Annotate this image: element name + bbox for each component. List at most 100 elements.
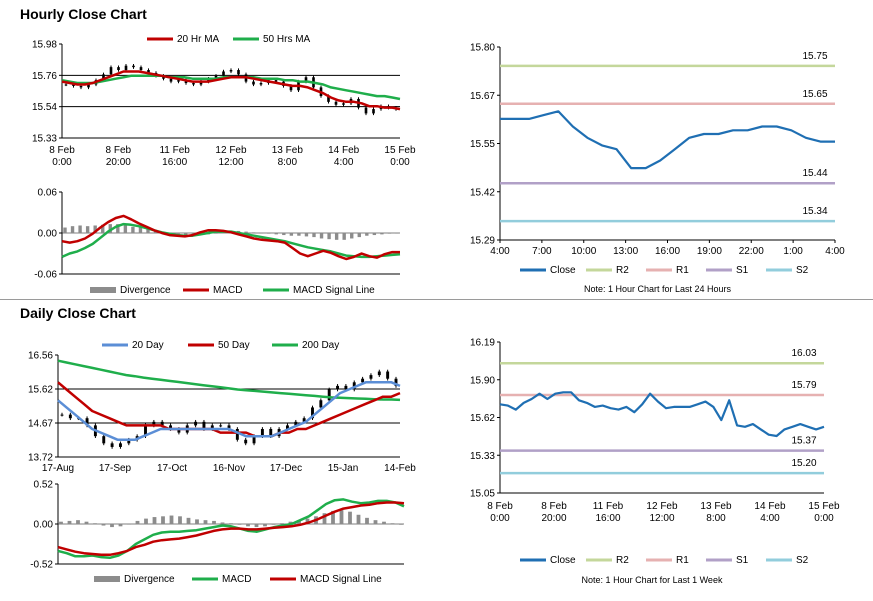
- daily-price-candle-body: [336, 385, 340, 390]
- daily-pivot-ytick-label: 15.33: [470, 451, 495, 462]
- hourly-price-xtick-date: 8 Feb: [106, 145, 132, 156]
- hourly-price-candle-body: [199, 81, 203, 85]
- hourly-price-candle-body: [222, 71, 225, 76]
- hourly-pivot-note: Note: 1 Hour Chart for Last 24 Hours: [584, 284, 732, 294]
- daily-pivot-xtick-time: 0:00: [490, 513, 510, 524]
- hourly-price-candle-body: [64, 84, 68, 86]
- daily-macd-signal-line: [57, 501, 405, 557]
- hourly-pivot-xtick-label: 4:00: [490, 246, 510, 257]
- hourly-macd-divergence-bar: [214, 233, 218, 234]
- daily-price-candle-body: [386, 371, 390, 379]
- hourly-price-candle-body: [207, 78, 210, 82]
- hourly-macd-divergence-bar: [274, 233, 278, 235]
- daily-price-xtick-label: 15-Jan: [328, 463, 359, 474]
- hourly-price-candle-body: [147, 70, 150, 73]
- daily-price-candle-body: [394, 378, 398, 386]
- hourly-price-ytick-label: 15.54: [32, 102, 57, 113]
- daily-price-ytick-label: 13.72: [28, 453, 53, 464]
- hourly-pivot-level-label-r1: 15.65: [802, 89, 827, 100]
- hourly-price-candle-body: [252, 81, 255, 85]
- daily-pivot-xtick-date: 11 Feb: [593, 501, 624, 512]
- hourly-macd-divergence-bar: [267, 233, 271, 234]
- hourly-macd-divergence-bar: [101, 224, 105, 233]
- daily-macd-divergence-bar: [322, 513, 327, 524]
- daily-price-50day-line: [57, 381, 401, 438]
- daily-price-xtick-label: 17-Sep: [99, 463, 132, 474]
- hourly-price-candle-body: [334, 101, 338, 105]
- daily-pivot-ytick-label: 15.62: [470, 413, 495, 424]
- hourly-price-candle-body: [304, 77, 308, 82]
- hourly-price-xtick-time: 0:00: [52, 157, 72, 168]
- hourly-pivot-level-label-s1: 15.44: [802, 168, 827, 179]
- daily-pivot-xtick-date: 12 Feb: [646, 501, 678, 512]
- daily-pivot-close-line: [499, 391, 825, 438]
- hourly-price-xtick-time: 16:00: [162, 157, 187, 168]
- hourly-macd-divergence-bar: [365, 233, 369, 236]
- daily-macd-divergence-bar: [382, 521, 386, 524]
- hourly-price-candle-body: [79, 85, 83, 88]
- daily-price-xtick-label: 17-Oct: [157, 463, 187, 474]
- daily-price-candle-body: [102, 436, 106, 444]
- hourly-macd-divergence-bar: [395, 233, 399, 234]
- hourly-macd-legend-divergence-label: Divergence: [120, 285, 171, 296]
- daily-price-candle-body: [110, 443, 114, 447]
- daily-price-candle-body: [327, 389, 331, 401]
- daily-price-xtick-label: 17-Dec: [270, 463, 302, 474]
- hourly-pivot-xtick-label: 1:00: [783, 246, 803, 257]
- daily-price-candle-body: [319, 400, 323, 408]
- daily-macd-legend-divergence-label: Divergence: [124, 574, 175, 585]
- hourly-price-legend-20hr-label: 20 Hr MA: [177, 34, 220, 45]
- daily-price-candle-body: [302, 418, 306, 422]
- hourly-pivot-xtick-label: 16:00: [655, 246, 680, 257]
- hourly-pivot-xtick-label: 4:00: [825, 246, 845, 257]
- daily-pivot-ytick-label: 16.19: [470, 338, 495, 349]
- daily-macd-divergence-bar: [110, 524, 114, 528]
- daily-price-candle-body: [361, 378, 365, 383]
- daily-price-candle-body: [210, 425, 214, 429]
- daily-macd-divergence-bar: [127, 524, 131, 525]
- daily-macd-divergence-bar: [135, 520, 140, 524]
- daily-macd-divergence-bar: [169, 515, 174, 524]
- daily-macd-divergence-bar: [203, 520, 208, 524]
- hourly-macd-divergence-bar: [63, 227, 67, 233]
- hourly-pivot-ytick-label: 15.42: [470, 187, 495, 198]
- hourly-macd-legend-divergence-swatch: [90, 287, 116, 293]
- hourly-price-xtick-time: 0:00: [390, 157, 410, 168]
- hourly-price-xtick-date: 11 Feb: [159, 145, 190, 156]
- hourly-macd-divergence-bar: [176, 233, 180, 235]
- daily-price-ytick-label: 14.67: [28, 419, 53, 430]
- daily-macd-divergence-bar: [59, 521, 63, 524]
- daily-macd-divergence-bar: [271, 524, 276, 525]
- hourly-price-candle-body: [139, 67, 143, 71]
- daily-price-candle-body: [177, 428, 181, 433]
- daily-price-candle-body: [118, 443, 122, 447]
- daily-price-xtick-label: 14-Feb: [384, 463, 416, 474]
- daily-price-legend-20day-label: 20 Day: [132, 340, 164, 351]
- hourly-macd-divergence-bar: [93, 225, 97, 233]
- hourly-price-50hr-ma-line: [61, 74, 401, 101]
- daily-price-candle-body: [252, 436, 256, 444]
- daily-macd-divergence-bar: [144, 518, 148, 524]
- hourly-macd-divergence-bar: [380, 233, 384, 235]
- hourly-price-candle-body: [192, 83, 195, 85]
- hourly-macd-ytick-label: 0.00: [38, 229, 58, 240]
- hourly-macd-divergence-bar: [342, 233, 346, 240]
- daily-price-candle-body: [311, 407, 314, 419]
- hourly-price-xtick-date: 12 Feb: [215, 145, 247, 156]
- hourly-macd-divergence-bar: [70, 226, 75, 233]
- daily-macd-legend-macd-label: MACD: [222, 574, 251, 585]
- hourly-macd-divergence-bar: [108, 224, 112, 233]
- daily-price-candle-body: [160, 421, 164, 426]
- daily-price-candle-body: [377, 371, 381, 376]
- daily-pivot-legend-r2-label: R2: [616, 555, 629, 566]
- daily-macd-divergence-bar: [305, 518, 310, 524]
- daily-macd-line: [57, 498, 405, 560]
- hourly-macd-divergence-bar: [334, 233, 339, 240]
- hourly-macd-divergence-bar: [282, 233, 286, 236]
- daily-pivot-xtick-date: 8 Feb: [541, 501, 567, 512]
- daily-price-candle-body: [202, 421, 206, 429]
- hourly-macd-ytick-label: -0.06: [34, 270, 57, 281]
- daily-macd-divergence-bar: [186, 517, 191, 524]
- section-divider: [0, 299, 873, 300]
- hourly-price-candle-body: [177, 80, 180, 82]
